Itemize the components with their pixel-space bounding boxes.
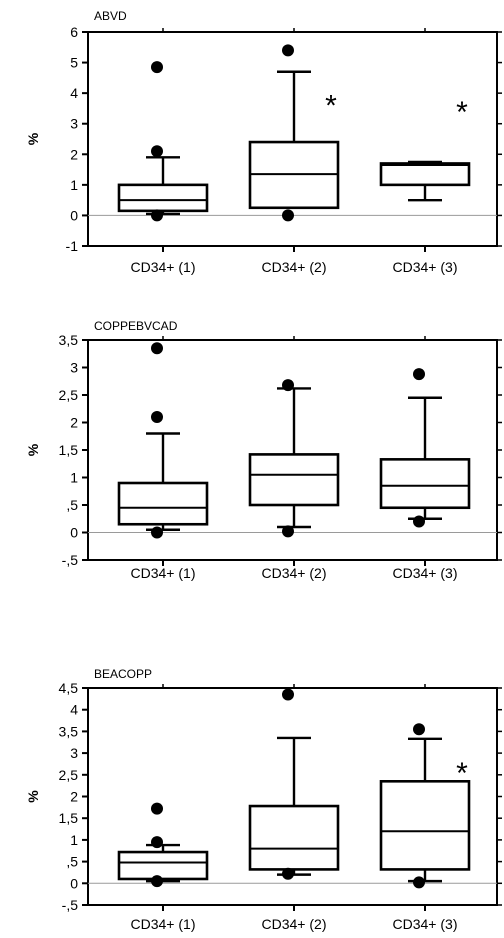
y-tick-label: 1	[70, 470, 78, 486]
outlier-point	[282, 867, 294, 880]
significance-star: *	[325, 90, 337, 123]
category-label: CD34+ (2)	[262, 259, 327, 275]
y-tick-label: 4	[70, 702, 78, 718]
box-body	[379, 458, 471, 510]
y-tick-label: ,5	[66, 497, 78, 513]
y-axis-label: %	[25, 790, 41, 803]
y-tick-label: 3,5	[59, 332, 79, 348]
category-label: CD34+ (1)	[131, 259, 196, 275]
y-tick-label: 1,5	[59, 810, 79, 826]
y-tick-label: 2	[70, 415, 78, 431]
chart-title: ABVD	[94, 9, 127, 23]
significance-star: *	[456, 757, 468, 790]
y-tick-label: 0	[70, 525, 78, 541]
y-tick-label: 3	[70, 745, 78, 761]
chart-title: COPPEBVCAD	[94, 319, 178, 333]
significance-star: *	[456, 96, 468, 129]
outlier-point	[151, 802, 163, 815]
y-tick-label: 3,5	[59, 723, 79, 739]
y-tick-label: 1	[70, 177, 78, 193]
y-tick-label: -1	[66, 238, 79, 254]
y-tick-label: 2,5	[59, 387, 79, 403]
outlier-point	[282, 209, 294, 222]
y-tick-label: 4,5	[59, 680, 79, 696]
chart-1: ABVD -1 0 1 2 3 4 5 6% * * CD34+ (1) CD34+ (2) CD34+ …	[25, 9, 502, 275]
outlier-point	[151, 145, 163, 158]
outlier-point	[151, 526, 163, 539]
category-label: CD34+ (1)	[131, 565, 196, 581]
outlier-point	[282, 525, 294, 538]
y-tick-label: 1,5	[59, 442, 79, 458]
outlier-point	[413, 876, 425, 889]
outlier-point	[282, 379, 294, 392]
box-body	[117, 183, 209, 213]
outlier-point	[151, 836, 163, 849]
box-3: *	[379, 96, 471, 202]
box-1	[117, 61, 209, 222]
box-2	[248, 379, 340, 538]
y-tick-label: 6	[70, 24, 78, 40]
box-body	[379, 162, 471, 187]
y-axis-label: %	[25, 132, 41, 145]
chart-title: BEACOPP	[94, 667, 152, 681]
y-tick-label: 0	[70, 207, 78, 223]
box-body	[117, 850, 209, 881]
outlier-point	[413, 368, 425, 381]
outlier-point	[413, 515, 425, 528]
outlier-point	[413, 723, 425, 736]
box-3: *	[379, 723, 471, 889]
category-label: CD34+ (3)	[393, 259, 458, 275]
outlier-point	[151, 209, 163, 222]
box-3	[379, 368, 471, 528]
plot-frame	[87, 31, 498, 247]
box-body	[248, 453, 340, 507]
category-label: CD34+ (1)	[131, 916, 196, 932]
outlier-point	[151, 875, 163, 888]
outlier-point	[282, 44, 294, 57]
box-2: *	[248, 44, 340, 222]
box-2	[248, 688, 340, 880]
y-tick-label: 5	[70, 55, 78, 71]
y-tick-label: 1	[70, 832, 78, 848]
category-label: CD34+ (3)	[393, 565, 458, 581]
category-label: CD34+ (2)	[262, 565, 327, 581]
y-axis-label: %	[25, 443, 41, 456]
y-tick-label: -,5	[62, 552, 79, 568]
y-tick-label: 2	[70, 146, 78, 162]
y-tick-label: ,5	[66, 854, 78, 870]
box-1	[117, 802, 209, 888]
y-tick-label: 2,5	[59, 767, 79, 783]
outlier-point	[282, 688, 294, 701]
outlier-point	[151, 342, 163, 355]
category-label: CD34+ (2)	[262, 916, 327, 932]
outlier-point	[151, 61, 163, 74]
y-tick-label: 2	[70, 789, 78, 805]
box-body	[379, 780, 471, 871]
chart-2: COPPEBVCAD -,5 0 ,5 1 1,5 2 2,5 3 3,5% CD34+ (1) CD…	[25, 319, 502, 581]
y-tick-label: 4	[70, 85, 78, 101]
box-body	[248, 804, 340, 871]
outlier-point	[151, 411, 163, 423]
box-1	[117, 342, 209, 539]
box-body	[117, 481, 209, 526]
category-label: CD34+ (3)	[393, 916, 458, 932]
y-tick-label: 0	[70, 875, 78, 891]
y-tick-label: 3	[70, 116, 78, 132]
y-tick-label: -,5	[62, 897, 79, 913]
y-tick-label: 3	[70, 360, 78, 376]
chart-3: BEACOPP -,5 0 ,5 1 1,5 2 2,5 3 3,5 4 4,5% * CD34+ (1)…	[25, 667, 502, 932]
